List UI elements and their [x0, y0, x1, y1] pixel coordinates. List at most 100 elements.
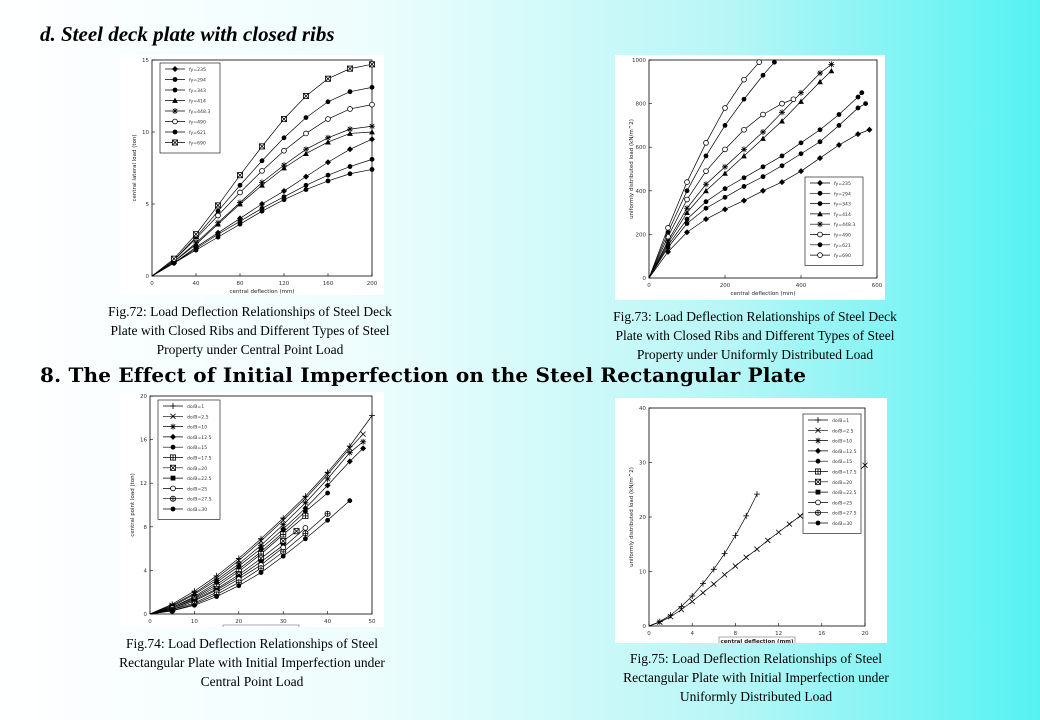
- data-point: [346, 65, 353, 72]
- series-fy=448.3: [648, 61, 835, 279]
- data-point: [741, 146, 747, 153]
- data-point: [369, 84, 375, 90]
- x-tick-label: 400: [796, 283, 807, 289]
- legend-label: do/B=12.5: [832, 449, 857, 455]
- legend-label: do/B=22.5: [832, 490, 857, 496]
- data-point: [236, 583, 242, 589]
- x-tick-label: 200: [367, 281, 378, 287]
- data-point: [684, 196, 690, 203]
- data-point: [760, 128, 766, 135]
- legend-marker: [817, 190, 823, 196]
- section-heading-imperfection: 8. The Effect of Initial Imperfection on…: [40, 363, 807, 387]
- x-tick-label: 16: [818, 631, 825, 637]
- data-point: [325, 159, 331, 166]
- data-point: [779, 100, 785, 107]
- data-point: [215, 219, 221, 226]
- legend-label: fy=448.3: [834, 222, 855, 228]
- legend-marker: [170, 433, 176, 440]
- legend-label: fy=294: [834, 191, 851, 197]
- data-point: [280, 521, 287, 528]
- data-point: [700, 580, 706, 587]
- y-tick-label: 5: [146, 202, 150, 208]
- data-point: [215, 234, 221, 240]
- data-point: [741, 197, 747, 204]
- data-point: [324, 482, 331, 489]
- data-point: [303, 509, 308, 514]
- y-tick-label: 15: [142, 58, 149, 64]
- data-point: [722, 163, 728, 170]
- series-do/B=20: [149, 528, 300, 615]
- x-tick-label: 0: [150, 281, 154, 287]
- legend-marker: [172, 97, 178, 103]
- y-tick-label: 8: [144, 525, 148, 531]
- legend-marker: [170, 464, 177, 471]
- data-point: [711, 581, 717, 587]
- data-point: [863, 101, 868, 106]
- legend-label: do/B=15: [832, 459, 852, 465]
- data-point: [722, 186, 728, 192]
- legend-marker: [170, 444, 176, 450]
- legend-label: do/B=12.5: [187, 435, 212, 441]
- fig75-chart: 0 4 8 12 16 20 0 10 20 30 40 central deflection (mm…: [629, 406, 869, 643]
- x-tick-label: 20: [235, 619, 242, 625]
- caption-line: Property under Uniformly Distributed Loa…: [636, 347, 874, 362]
- caption-line: Fig.73: Load Deflection Relationships of…: [613, 309, 897, 324]
- y-tick-label: 800: [636, 102, 647, 108]
- legend-marker: [817, 242, 823, 248]
- data-point: [302, 530, 309, 537]
- legend-marker: [170, 495, 177, 502]
- data-point: [786, 521, 793, 527]
- data-point: [817, 155, 823, 162]
- series-fy=690: [151, 61, 375, 277]
- fig73-chart: 0 200 400 600 0 200 400 600 800 1000 central defle…: [629, 58, 883, 297]
- data-point: [678, 603, 685, 610]
- plot-frame: [149, 395, 373, 615]
- data-point: [703, 199, 709, 205]
- plot-frame: [648, 59, 878, 279]
- series-do/B=1: [648, 491, 760, 627]
- data-point: [237, 189, 243, 196]
- data-point: [703, 153, 709, 159]
- legend-label: do/B=25: [832, 500, 852, 506]
- legend-marker: [815, 417, 821, 423]
- legend-marker: [815, 447, 821, 454]
- data-point: [360, 438, 367, 445]
- data-point: [836, 123, 842, 128]
- legend-marker: [817, 180, 823, 186]
- data-point: [302, 499, 309, 506]
- y-tick-label: 12: [140, 481, 147, 487]
- legend-label: fy=343: [834, 202, 851, 208]
- x-tick-label: 200: [720, 283, 731, 289]
- data-point: [798, 89, 804, 96]
- legend-label: do/B=15: [187, 445, 207, 451]
- data-point: [817, 78, 823, 85]
- caption-fig75: Fig.75: Load Deflection Relationships of…: [566, 649, 946, 706]
- data-point: [280, 116, 287, 123]
- data-point: [732, 563, 739, 569]
- caption-fig74: Fig.74: Load Deflection Relationships of…: [62, 634, 442, 691]
- caption-line: Fig.74: Load Deflection Relationships of…: [126, 636, 378, 651]
- data-point: [258, 559, 264, 565]
- legend-marker: [814, 478, 821, 485]
- data-point: [257, 565, 264, 572]
- legend-label: do/B=17.5: [187, 456, 212, 462]
- data-point: [817, 70, 823, 77]
- legend-box: [157, 399, 221, 520]
- legend-marker: [170, 454, 177, 461]
- caption-line: Uniformly Distributed Load: [679, 689, 833, 704]
- x-tick-label: 120: [279, 281, 290, 287]
- data-point: [324, 510, 331, 517]
- data-point: [302, 512, 309, 519]
- legend-marker: [170, 506, 176, 512]
- y-axis-label: uniformly distributed load (kN/m^2): [629, 119, 635, 219]
- data-point: [325, 490, 330, 496]
- data-point: [303, 187, 309, 193]
- data-point: [281, 197, 287, 203]
- x-tick-label: 600: [872, 283, 883, 289]
- data-point: [280, 548, 287, 555]
- data-point: [855, 131, 861, 138]
- data-point: [171, 255, 178, 262]
- data-point: [280, 517, 286, 524]
- data-point: [817, 139, 823, 145]
- data-point: [303, 130, 309, 137]
